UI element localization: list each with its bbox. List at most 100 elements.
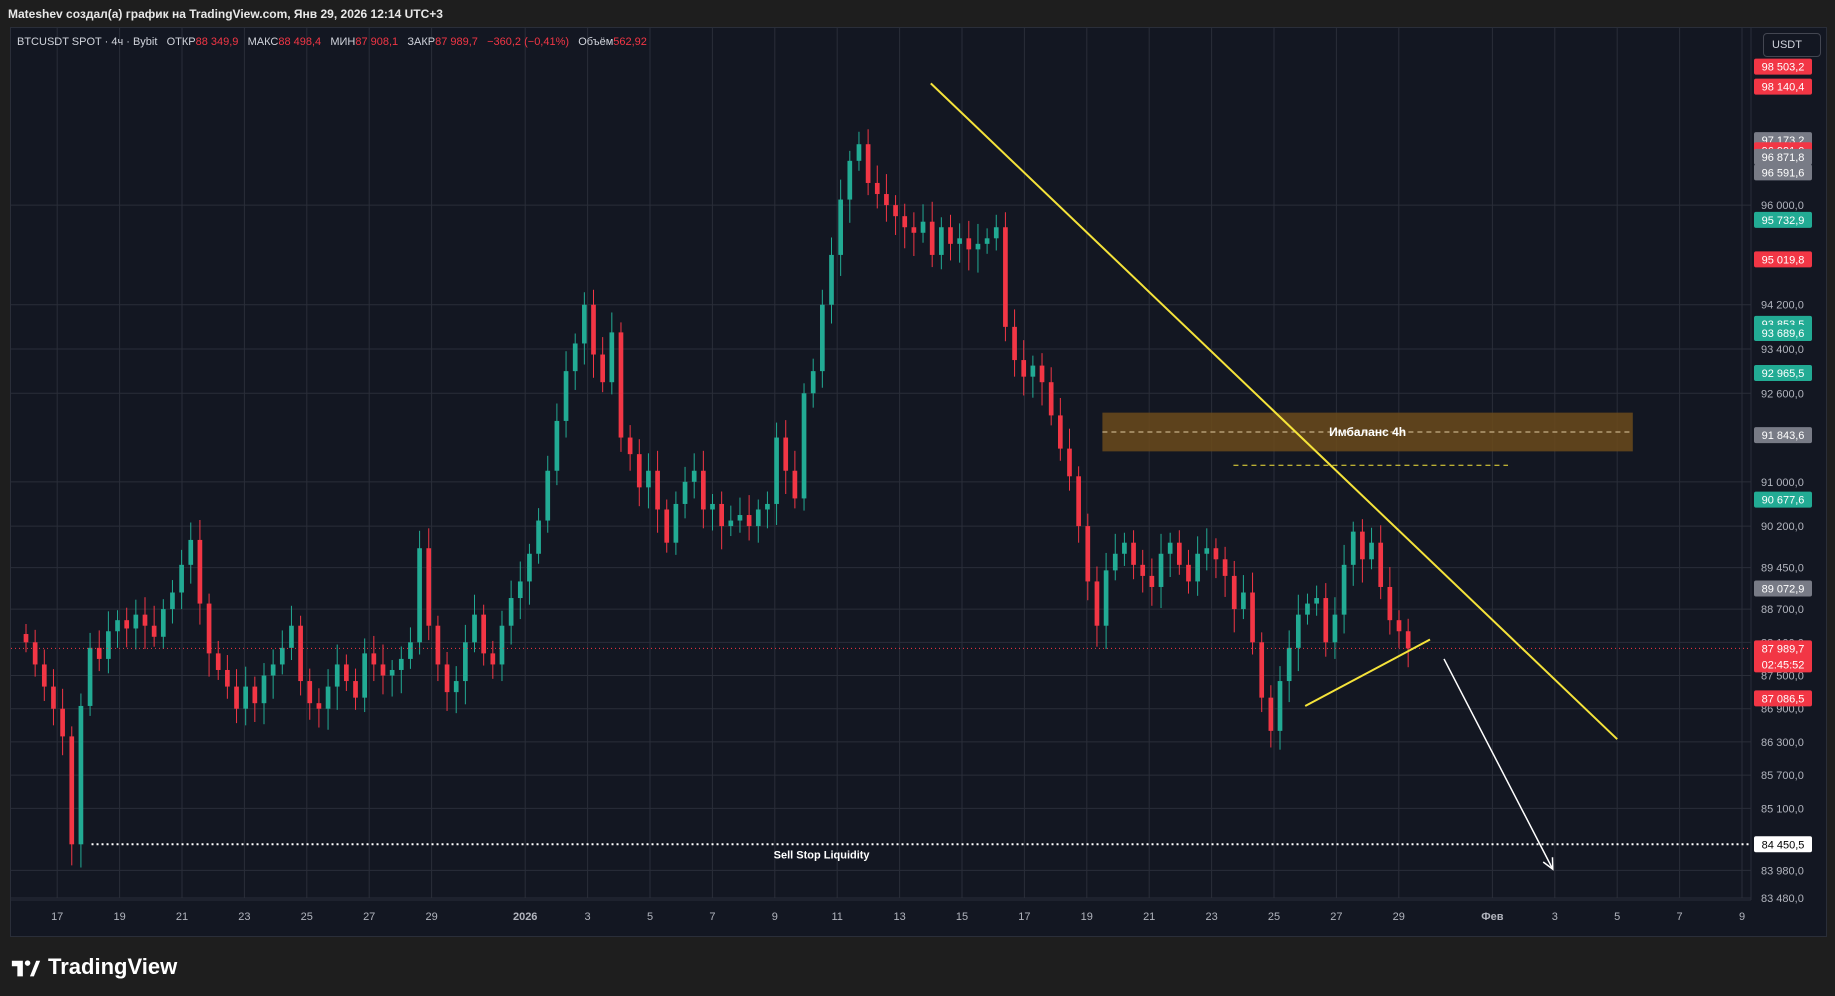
time-tick-label: 29 bbox=[425, 911, 437, 923]
low-label: МИН bbox=[330, 36, 356, 48]
chart-attribution: Mateshev создал(а) график на TradingView… bbox=[8, 7, 443, 21]
high-label: МАКС bbox=[247, 36, 279, 48]
candle bbox=[289, 605, 294, 661]
candle-body bbox=[508, 598, 514, 626]
candle-body bbox=[1396, 620, 1402, 632]
candle bbox=[938, 217, 944, 270]
candle-body bbox=[380, 664, 386, 676]
price-badge: 95 732,9 bbox=[1754, 211, 1812, 228]
price-badge-value: 96 871,8 bbox=[1762, 152, 1805, 164]
price-badge: 87 989,7 02:45:52 bbox=[1754, 640, 1812, 673]
price-badge-value: 95 732,9 bbox=[1762, 215, 1805, 227]
candle-body bbox=[682, 481, 688, 504]
candle-body bbox=[261, 675, 267, 704]
candle bbox=[536, 508, 541, 564]
candle bbox=[1350, 521, 1356, 586]
price-badge-bg bbox=[1754, 491, 1812, 508]
candle-body bbox=[746, 515, 752, 527]
candle bbox=[911, 212, 917, 257]
candle-body bbox=[499, 625, 505, 665]
candle-body bbox=[1158, 553, 1164, 587]
time-tick-label: 25 bbox=[301, 911, 313, 923]
candle-body bbox=[1131, 542, 1136, 565]
candle-body bbox=[975, 243, 981, 250]
candle bbox=[1003, 212, 1008, 342]
high-value: 88 498,4 bbox=[278, 36, 322, 48]
candle-body bbox=[884, 194, 889, 206]
candle bbox=[435, 615, 441, 682]
time-tick-label: 7 bbox=[1677, 911, 1683, 923]
chart-panel[interactable]: Имбаланс 4h Sell Stop Liquidity 96 000,0 94… bbox=[10, 27, 1827, 937]
price-tick-label: 83 980,0 bbox=[1761, 865, 1804, 877]
symbol-name[interactable]: BTCUSDT SPOT · 4ч · Bybit bbox=[17, 36, 158, 48]
candle-body bbox=[1369, 542, 1374, 560]
price-tick-label: 86 300,0 bbox=[1761, 737, 1804, 749]
time-tick-label: 19 bbox=[1081, 911, 1093, 923]
candle bbox=[1369, 527, 1374, 570]
candle-body bbox=[234, 686, 239, 709]
candle bbox=[966, 220, 972, 271]
candle-body bbox=[51, 686, 56, 709]
price-chart[interactable]: Имбаланс 4h Sell Stop Liquidity 96 000,0 94… bbox=[11, 28, 1826, 936]
candle bbox=[609, 312, 615, 395]
change-value: −360,2 (−0,41%) bbox=[487, 36, 570, 48]
candle bbox=[1140, 549, 1146, 593]
candle bbox=[1259, 632, 1265, 713]
candle-body bbox=[1067, 448, 1072, 477]
candle bbox=[380, 644, 386, 695]
candle bbox=[1405, 618, 1411, 668]
price-badge-value: 84 450,5 bbox=[1762, 839, 1805, 851]
candle bbox=[737, 497, 743, 533]
price-badge-bg bbox=[1754, 640, 1812, 673]
volume-value: 562,92 bbox=[613, 36, 647, 48]
candle-body bbox=[948, 227, 953, 244]
currency-button[interactable]: USDT bbox=[1763, 33, 1821, 57]
price-badge: 90 677,6 bbox=[1754, 491, 1812, 508]
candle-body bbox=[966, 238, 972, 250]
candle-body bbox=[206, 603, 212, 654]
candle bbox=[1057, 397, 1063, 461]
candle bbox=[765, 491, 770, 529]
time-tick-label: 9 bbox=[772, 911, 778, 923]
candle-body bbox=[298, 625, 303, 682]
time-tick-label: 27 bbox=[1330, 911, 1342, 923]
candle-body bbox=[1103, 570, 1109, 626]
candle-body bbox=[1021, 360, 1027, 377]
candle bbox=[600, 337, 606, 393]
candle-body bbox=[1167, 542, 1173, 554]
time-tick-label: 23 bbox=[238, 911, 250, 923]
candle-body bbox=[353, 681, 358, 698]
candle bbox=[115, 610, 120, 648]
candle-body bbox=[1176, 542, 1182, 565]
candle-body bbox=[1222, 559, 1228, 576]
candle-body bbox=[1350, 531, 1356, 565]
candle bbox=[1204, 528, 1210, 571]
price-badge-bg bbox=[1754, 251, 1812, 268]
candle bbox=[1222, 546, 1228, 597]
price-badge-value: 98 503,2 bbox=[1762, 62, 1805, 74]
candle bbox=[1021, 340, 1027, 396]
candle-body bbox=[810, 371, 816, 394]
price-badge-bg bbox=[1754, 690, 1812, 707]
candle-body bbox=[582, 304, 587, 344]
candle-body bbox=[765, 503, 770, 510]
candle-body bbox=[1094, 581, 1100, 626]
price-badge-countdown: 02:45:52 bbox=[1762, 659, 1805, 671]
candle-body bbox=[344, 664, 349, 682]
candle bbox=[1112, 533, 1118, 581]
candle bbox=[655, 450, 660, 533]
candle-body bbox=[408, 642, 413, 659]
candle bbox=[1314, 585, 1319, 616]
candle bbox=[472, 594, 477, 653]
candle-body bbox=[243, 686, 249, 709]
candle-body bbox=[1204, 548, 1210, 554]
time-tick-label: 5 bbox=[647, 911, 653, 923]
candle bbox=[142, 597, 148, 649]
candle-body bbox=[1378, 542, 1384, 587]
candle bbox=[984, 228, 990, 254]
candle-body bbox=[1405, 631, 1411, 649]
candle bbox=[417, 530, 422, 655]
candle-body bbox=[1360, 531, 1365, 560]
candle bbox=[902, 203, 908, 249]
candle bbox=[1030, 355, 1036, 398]
